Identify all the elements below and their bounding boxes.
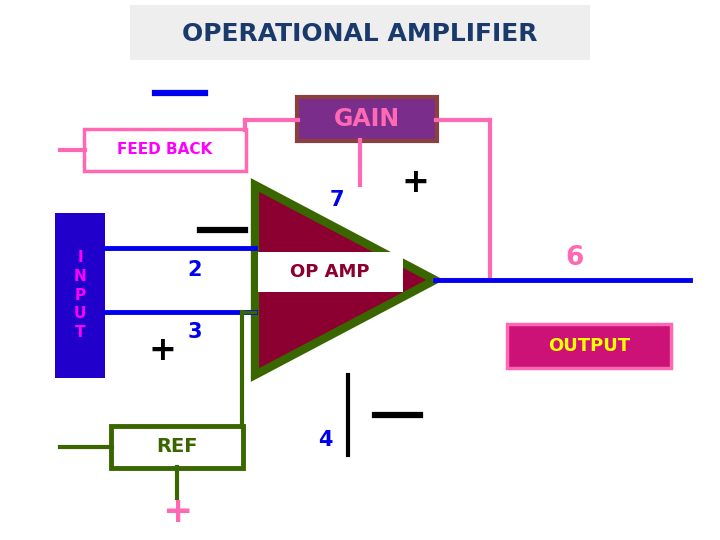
- Text: 6: 6: [566, 245, 584, 271]
- Polygon shape: [255, 185, 435, 375]
- Text: 4: 4: [318, 430, 332, 450]
- FancyBboxPatch shape: [111, 426, 243, 468]
- Bar: [258, 252, 403, 292]
- Text: +: +: [401, 165, 429, 199]
- Text: REF: REF: [156, 437, 198, 456]
- Text: FEED BACK: FEED BACK: [117, 143, 212, 158]
- Text: OUTPUT: OUTPUT: [548, 337, 630, 355]
- FancyBboxPatch shape: [507, 324, 671, 368]
- Text: GAIN: GAIN: [334, 107, 400, 131]
- Bar: [55, 213, 105, 378]
- Text: 7: 7: [330, 190, 344, 210]
- Text: 2: 2: [188, 260, 202, 280]
- Text: +: +: [148, 334, 176, 367]
- Text: OP AMP: OP AMP: [290, 263, 370, 281]
- Text: 3: 3: [188, 322, 202, 342]
- Text: +: +: [162, 495, 192, 529]
- Text: OPERATIONAL AMPLIFIER: OPERATIONAL AMPLIFIER: [182, 22, 538, 46]
- FancyBboxPatch shape: [297, 97, 437, 141]
- Text: I
N
P
U
T: I N P U T: [73, 251, 86, 340]
- Bar: [130, 5, 590, 60]
- FancyBboxPatch shape: [84, 129, 246, 171]
